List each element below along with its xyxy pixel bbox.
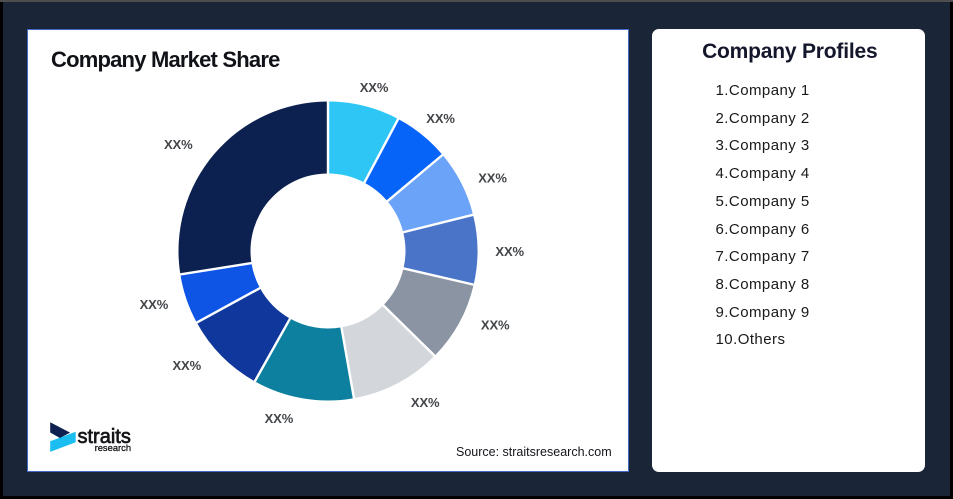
- svg-text:XX%: XX%: [172, 358, 201, 373]
- svg-text:XX%: XX%: [360, 80, 389, 95]
- svg-text:XX%: XX%: [265, 411, 294, 426]
- svg-text:straits: straits: [78, 426, 131, 448]
- svg-text:research: research: [95, 442, 131, 453]
- svg-text:XX%: XX%: [478, 170, 507, 185]
- svg-text:XX%: XX%: [411, 395, 440, 410]
- svg-text:XX%: XX%: [140, 297, 169, 312]
- svg-text:XX%: XX%: [481, 318, 510, 333]
- svg-text:XX%: XX%: [426, 111, 455, 126]
- svg-text:XX%: XX%: [495, 244, 524, 259]
- svg-text:XX%: XX%: [164, 137, 193, 152]
